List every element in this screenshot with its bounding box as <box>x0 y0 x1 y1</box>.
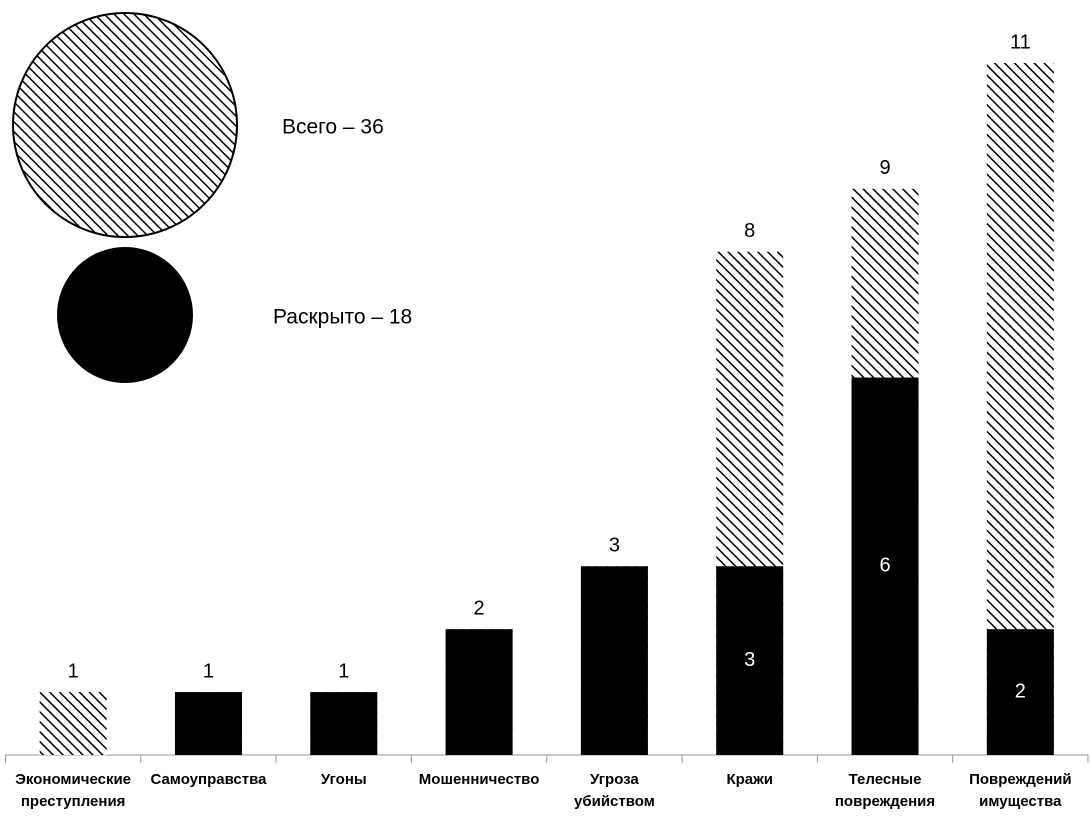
bar <box>986 629 1054 755</box>
data-label: 3 <box>744 649 755 671</box>
legend-swatch <box>57 247 193 383</box>
x-tick-label: Угроза убийством <box>574 771 655 810</box>
x-tick-label: Мошенничество <box>419 771 540 788</box>
x-tick-label: Кражи <box>726 771 773 788</box>
data-label: 1 <box>203 660 214 682</box>
bar <box>716 566 784 755</box>
x-tick-label: Повреждений имущества <box>969 771 1071 810</box>
legend-label: Раскрыто – 18 <box>273 306 412 329</box>
data-label: 8 <box>744 220 755 242</box>
bar <box>851 377 919 755</box>
data-label: 1 <box>338 660 349 682</box>
x-tick-label: Самоуправства <box>150 771 267 788</box>
data-label: 2 <box>474 597 485 619</box>
legend-label: Всего – 36 <box>282 116 384 139</box>
x-tick-label: Угоны <box>321 771 367 788</box>
data-label: 9 <box>879 157 890 179</box>
x-tick-label: Экономические преступления <box>15 771 131 810</box>
data-label: 1 <box>68 660 79 682</box>
bar <box>174 692 242 755</box>
bar <box>580 566 648 755</box>
data-label: 3 <box>609 535 620 557</box>
legend-swatch <box>12 12 238 238</box>
bar <box>445 629 513 755</box>
bar <box>310 692 378 755</box>
data-label: 2 <box>1015 680 1026 702</box>
data-label: 6 <box>879 555 890 577</box>
data-label: 11 <box>1010 31 1031 53</box>
x-tick-label: Телесные повреждения <box>835 771 935 810</box>
bar <box>39 692 107 755</box>
